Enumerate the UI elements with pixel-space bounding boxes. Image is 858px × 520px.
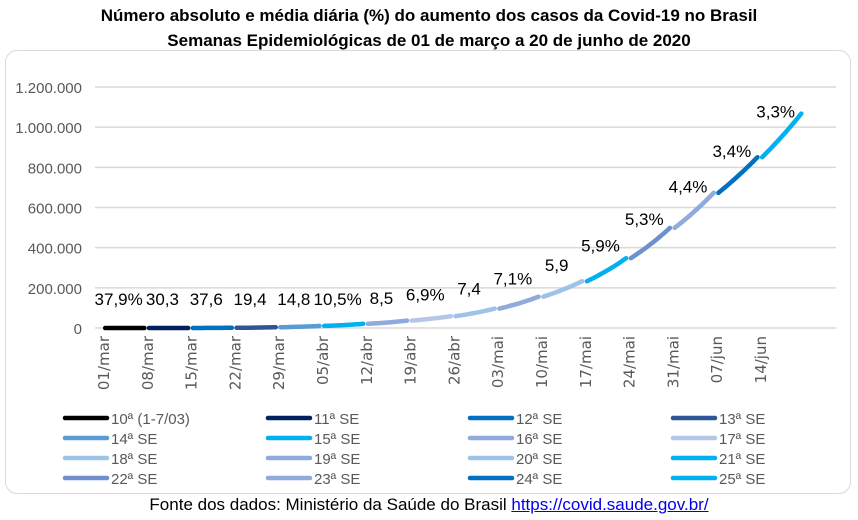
x-tick-label: 24/mai: [621, 336, 639, 388]
x-tick-label: 03/mai: [489, 336, 507, 388]
x-tick-label: 26/abr: [445, 335, 463, 385]
series-line-15: [321, 321, 366, 329]
series-line-18: [453, 306, 497, 319]
x-tick-label: 31/mai: [664, 336, 682, 388]
data-label: 5,9%: [581, 237, 620, 256]
series-line-22: [628, 225, 673, 261]
x-tick-label: 12/abr: [358, 335, 376, 385]
legend-label: 23ª SE: [314, 471, 360, 488]
legend-label: 24ª SE: [516, 471, 562, 488]
data-label: 10,5%: [314, 290, 362, 309]
series-line-23: [672, 190, 716, 231]
chart-title: Número absoluto e média diária (%) do au…: [100, 6, 758, 25]
data-label: 30,3: [146, 290, 179, 309]
x-tick-label: 05/abr: [314, 335, 332, 385]
x-tick-label: 17/mai: [577, 336, 595, 388]
x-tick-label: 10/mai: [533, 336, 551, 388]
chart-subtitle: Semanas Epidemiológicas de 01 de março a…: [167, 31, 691, 50]
x-tick-label: 15/mar: [183, 335, 201, 390]
legend-label: 16ª SE: [516, 431, 562, 448]
legend-label: 20ª SE: [516, 451, 562, 468]
x-tick-label: 22/mar: [226, 335, 244, 390]
legend-label: 22ª SE: [111, 471, 157, 488]
data-label: 8,5: [370, 289, 394, 308]
source-text: Fonte dos dados: Ministério da Saúde do …: [149, 495, 507, 514]
data-label: 6,9%: [406, 285, 445, 304]
y-tick-label: 600.000: [28, 201, 82, 218]
series-line-13: [234, 324, 278, 331]
y-tick-label: 1.000.000: [15, 120, 82, 137]
y-tick-label: 0: [74, 321, 82, 338]
legend-label: 19ª SE: [314, 451, 360, 468]
y-tick-label: 400.000: [28, 241, 82, 258]
series-line-16: [365, 318, 410, 327]
series-line-19: [497, 294, 541, 311]
legend-label: 10ª (1-7/03): [111, 411, 190, 428]
x-tick-label: 29/mar: [270, 335, 288, 390]
legend-label: 13ª SE: [719, 411, 765, 428]
y-tick-label: 1.200.000: [15, 80, 82, 97]
legend-label: 15ª SE: [314, 431, 360, 448]
source-note: Fonte dos dados: Ministério da Saúde do …: [0, 495, 858, 515]
data-label: 7,1%: [493, 270, 532, 289]
x-tick-label: 07/jun: [708, 336, 726, 383]
series-line-17: [409, 313, 454, 323]
x-tick-label: 14/jun: [752, 336, 770, 383]
data-label: 4,4%: [669, 177, 708, 196]
data-label: 37,9%: [95, 290, 143, 309]
data-label: 19,4: [233, 290, 266, 309]
chart-area: [5, 50, 851, 494]
legend-label: 25ª SE: [719, 471, 765, 488]
legend-label: 14ª SE: [111, 431, 157, 448]
y-tick-label: 800.000: [28, 160, 82, 177]
data-label: 5,9: [545, 256, 569, 275]
data-label: 7,4: [457, 279, 481, 298]
x-tick-label: 19/abr: [402, 335, 420, 385]
legend-label: 12ª SE: [516, 411, 562, 428]
legend-label: 17ª SE: [719, 431, 765, 448]
data-label: 5,3%: [625, 210, 664, 229]
series-line-25: [759, 111, 804, 160]
series-line-14: [278, 323, 322, 330]
legend-label: 18ª SE: [111, 451, 157, 468]
data-label: 37,6: [190, 290, 223, 309]
data-label: 3,3%: [756, 102, 795, 121]
x-tick-label: 01/mar: [95, 335, 113, 390]
legend-label: 21ª SE: [719, 451, 765, 468]
series-line-21: [584, 255, 629, 284]
legend-label: 11ª SE: [314, 411, 359, 428]
y-tick-label: 200.000: [28, 281, 82, 298]
series-line-20: [540, 278, 585, 299]
series-line-24: [716, 154, 760, 196]
data-label: 14,8: [277, 290, 310, 309]
x-tick-label: 08/mar: [139, 335, 157, 390]
data-label: 3,4%: [712, 142, 751, 161]
source-link[interactable]: https://covid.saude.gov.br/: [511, 495, 709, 514]
